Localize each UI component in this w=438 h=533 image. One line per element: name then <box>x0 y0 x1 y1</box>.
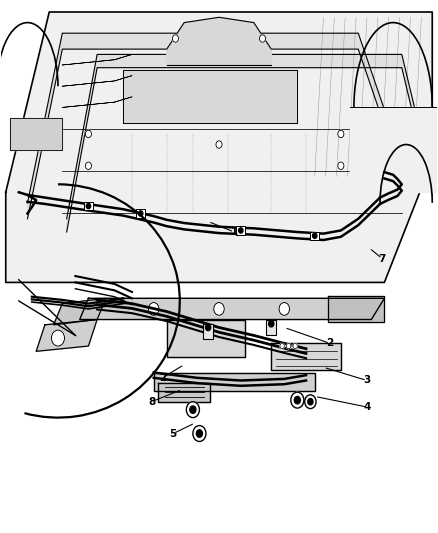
Circle shape <box>338 162 344 169</box>
Circle shape <box>173 35 179 42</box>
Text: 8: 8 <box>148 397 155 407</box>
Circle shape <box>286 343 291 349</box>
Circle shape <box>259 35 265 42</box>
Polygon shape <box>10 118 62 150</box>
Circle shape <box>138 211 143 216</box>
Circle shape <box>268 320 274 327</box>
Circle shape <box>193 425 206 441</box>
Text: 3: 3 <box>364 375 371 385</box>
Bar <box>203 324 213 338</box>
Circle shape <box>51 330 64 346</box>
Circle shape <box>294 397 300 404</box>
Circle shape <box>216 141 222 148</box>
Polygon shape <box>167 319 245 357</box>
Circle shape <box>190 406 196 414</box>
Polygon shape <box>67 54 432 232</box>
Circle shape <box>293 343 297 349</box>
Text: 2: 2 <box>326 338 334 349</box>
Polygon shape <box>28 33 402 219</box>
Polygon shape <box>350 108 437 192</box>
Circle shape <box>279 303 290 316</box>
Polygon shape <box>328 296 385 322</box>
Circle shape <box>280 343 284 349</box>
Polygon shape <box>271 343 341 370</box>
Circle shape <box>239 228 243 233</box>
Circle shape <box>196 430 202 437</box>
Bar <box>136 209 145 217</box>
Text: 5: 5 <box>170 429 177 439</box>
Circle shape <box>85 130 92 138</box>
Circle shape <box>291 392 304 408</box>
Bar <box>311 231 319 240</box>
Circle shape <box>186 402 199 418</box>
Text: 7: 7 <box>378 254 386 263</box>
Circle shape <box>85 162 92 169</box>
Bar <box>237 226 245 235</box>
Circle shape <box>313 233 317 238</box>
Bar <box>266 320 276 335</box>
Polygon shape <box>158 383 210 402</box>
Bar <box>84 202 93 211</box>
Circle shape <box>148 303 159 316</box>
Circle shape <box>305 395 316 409</box>
Circle shape <box>308 399 313 405</box>
Circle shape <box>214 303 224 316</box>
Polygon shape <box>36 319 97 351</box>
Circle shape <box>205 324 211 330</box>
Text: 1: 1 <box>231 227 238 237</box>
Polygon shape <box>154 373 315 391</box>
Polygon shape <box>80 298 385 319</box>
Text: 2: 2 <box>159 373 166 383</box>
Polygon shape <box>6 12 432 282</box>
Circle shape <box>86 204 91 209</box>
Polygon shape <box>123 70 297 123</box>
Circle shape <box>338 130 344 138</box>
Polygon shape <box>167 17 271 65</box>
Polygon shape <box>53 298 106 325</box>
Text: 4: 4 <box>363 402 371 412</box>
